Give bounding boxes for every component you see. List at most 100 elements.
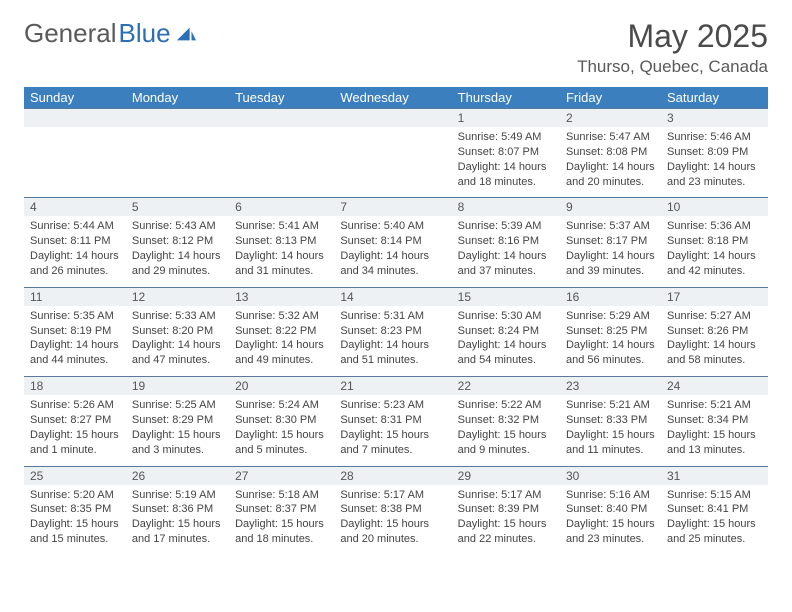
sunset-text: Sunset: 8:26 PM xyxy=(667,324,762,339)
sunset-text: Sunset: 8:31 PM xyxy=(340,413,445,428)
day-detail: Sunrise: 5:30 AMSunset: 8:24 PMDaylight:… xyxy=(452,306,560,377)
sunset-text: Sunset: 8:39 PM xyxy=(458,502,554,517)
sunset-text: Sunset: 8:23 PM xyxy=(340,324,445,339)
sunset-text: Sunset: 8:11 PM xyxy=(30,234,120,249)
month-title: May 2025 xyxy=(577,18,768,55)
day-detail: Sunrise: 5:17 AMSunset: 8:39 PMDaylight:… xyxy=(452,485,560,555)
sunrise-text: Sunrise: 5:21 AM xyxy=(566,398,655,413)
day-detail: Sunrise: 5:37 AMSunset: 8:17 PMDaylight:… xyxy=(560,216,661,287)
day-detail: Sunrise: 5:39 AMSunset: 8:16 PMDaylight:… xyxy=(452,216,560,287)
daynum-row: 123 xyxy=(24,109,768,128)
sunset-text: Sunset: 8:30 PM xyxy=(235,413,328,428)
day-number: 21 xyxy=(334,377,451,396)
sunrise-text: Sunrise: 5:37 AM xyxy=(566,219,655,234)
sunrise-text: Sunrise: 5:17 AM xyxy=(458,488,554,503)
day-detail: Sunrise: 5:21 AMSunset: 8:34 PMDaylight:… xyxy=(661,395,768,466)
sunrise-text: Sunrise: 5:29 AM xyxy=(566,309,655,324)
day-number: 8 xyxy=(452,198,560,217)
day-detail: Sunrise: 5:20 AMSunset: 8:35 PMDaylight:… xyxy=(24,485,126,555)
sail-icon xyxy=(175,25,197,43)
daylight-text: Daylight: 15 hours and 22 minutes. xyxy=(458,517,554,547)
daylight-text: Daylight: 14 hours and 29 minutes. xyxy=(132,249,223,279)
daylight-text: Daylight: 15 hours and 3 minutes. xyxy=(132,428,223,458)
day-detail: Sunrise: 5:44 AMSunset: 8:11 PMDaylight:… xyxy=(24,216,126,287)
day-detail: Sunrise: 5:36 AMSunset: 8:18 PMDaylight:… xyxy=(661,216,768,287)
title-block: May 2025 Thurso, Quebec, Canada xyxy=(577,18,768,77)
daylight-text: Daylight: 14 hours and 37 minutes. xyxy=(458,249,554,279)
daylight-text: Daylight: 14 hours and 42 minutes. xyxy=(667,249,762,279)
sunset-text: Sunset: 8:07 PM xyxy=(458,145,554,160)
sunset-text: Sunset: 8:18 PM xyxy=(667,234,762,249)
weekday-header: Monday xyxy=(126,87,229,109)
sunrise-text: Sunrise: 5:44 AM xyxy=(30,219,120,234)
day-detail: Sunrise: 5:46 AMSunset: 8:09 PMDaylight:… xyxy=(661,127,768,198)
sunset-text: Sunset: 8:35 PM xyxy=(30,502,120,517)
daylight-text: Daylight: 14 hours and 51 minutes. xyxy=(340,338,445,368)
sunset-text: Sunset: 8:09 PM xyxy=(667,145,762,160)
daynum-row: 18192021222324 xyxy=(24,377,768,396)
sunrise-text: Sunrise: 5:31 AM xyxy=(340,309,445,324)
weekday-header: Tuesday xyxy=(229,87,334,109)
sunrise-text: Sunrise: 5:26 AM xyxy=(30,398,120,413)
daylight-text: Daylight: 15 hours and 20 minutes. xyxy=(340,517,445,547)
day-detail: Sunrise: 5:21 AMSunset: 8:33 PMDaylight:… xyxy=(560,395,661,466)
sunset-text: Sunset: 8:40 PM xyxy=(566,502,655,517)
day-detail xyxy=(334,127,451,198)
day-number: 23 xyxy=(560,377,661,396)
sunrise-text: Sunrise: 5:46 AM xyxy=(667,130,762,145)
day-detail: Sunrise: 5:23 AMSunset: 8:31 PMDaylight:… xyxy=(334,395,451,466)
day-detail: Sunrise: 5:25 AMSunset: 8:29 PMDaylight:… xyxy=(126,395,229,466)
daylight-text: Daylight: 14 hours and 54 minutes. xyxy=(458,338,554,368)
weekday-header: Sunday xyxy=(24,87,126,109)
sunrise-text: Sunrise: 5:47 AM xyxy=(566,130,655,145)
daylight-text: Daylight: 14 hours and 20 minutes. xyxy=(566,160,655,190)
day-detail: Sunrise: 5:27 AMSunset: 8:26 PMDaylight:… xyxy=(661,306,768,377)
day-number: 31 xyxy=(661,466,768,485)
day-detail xyxy=(126,127,229,198)
day-detail: Sunrise: 5:41 AMSunset: 8:13 PMDaylight:… xyxy=(229,216,334,287)
day-number: 22 xyxy=(452,377,560,396)
day-number: 12 xyxy=(126,287,229,306)
sunrise-text: Sunrise: 5:27 AM xyxy=(667,309,762,324)
day-number: 6 xyxy=(229,198,334,217)
day-number: 19 xyxy=(126,377,229,396)
day-number xyxy=(229,109,334,128)
detail-row: Sunrise: 5:44 AMSunset: 8:11 PM Daylight:… xyxy=(24,216,768,287)
sunrise-text: Sunrise: 5:35 AM xyxy=(30,309,120,324)
sunrise-text: Sunrise: 5:24 AM xyxy=(235,398,328,413)
day-detail: Sunrise: 5:33 AMSunset: 8:20 PMDaylight:… xyxy=(126,306,229,377)
day-number: 2 xyxy=(560,109,661,128)
daylight-text: Daylight: 15 hours and 17 minutes. xyxy=(132,517,223,547)
detail-row: Sunrise: 5:26 AMSunset: 8:27 PM Daylight:… xyxy=(24,395,768,466)
sunset-text: Sunset: 8:20 PM xyxy=(132,324,223,339)
sunset-text: Sunset: 8:27 PM xyxy=(30,413,120,428)
day-detail: Sunrise: 5:43 AMSunset: 8:12 PMDaylight:… xyxy=(126,216,229,287)
day-number: 4 xyxy=(24,198,126,217)
detail-row: Sunrise: 5:35 AMSunset: 8:19 PMDaylight:… xyxy=(24,306,768,377)
sunrise-text: Sunrise: 5:36 AM xyxy=(667,219,762,234)
daylight-text: Daylight: 14 hours and 58 minutes. xyxy=(667,338,762,368)
day-number: 28 xyxy=(334,466,451,485)
day-number: 30 xyxy=(560,466,661,485)
day-number xyxy=(126,109,229,128)
sunrise-text: Sunrise: 5:15 AM xyxy=(667,488,762,503)
sunset-text: Sunset: 8:29 PM xyxy=(132,413,223,428)
daylight-text: Daylight: 15 hours and 11 minutes. xyxy=(566,428,655,458)
sunrise-text: Sunrise: 5:30 AM xyxy=(458,309,554,324)
day-number: 29 xyxy=(452,466,560,485)
sunset-text: Sunset: 8:32 PM xyxy=(458,413,554,428)
sunrise-text: Sunrise: 5:43 AM xyxy=(132,219,223,234)
weekday-header: Saturday xyxy=(661,87,768,109)
day-number: 14 xyxy=(334,287,451,306)
daylight-text: Daylight: 15 hours and 23 minutes. xyxy=(566,517,655,547)
sunrise-text: Sunrise: 5:41 AM xyxy=(235,219,328,234)
sunset-text: Sunset: 8:08 PM xyxy=(566,145,655,160)
sunset-text: Sunset: 8:12 PM xyxy=(132,234,223,249)
daylight-text: Daylight: 14 hours and 47 minutes. xyxy=(132,338,223,368)
daylight-text: Daylight: 14 hours and 34 minutes. xyxy=(340,249,445,279)
sunrise-text: Sunrise: 5:32 AM xyxy=(235,309,328,324)
sunrise-text: Sunrise: 5:23 AM xyxy=(340,398,445,413)
daylight-text: Daylight: 15 hours and 18 minutes. xyxy=(235,517,328,547)
sunset-text: Sunset: 8:38 PM xyxy=(340,502,445,517)
daylight-text: Daylight: 15 hours and 7 minutes. xyxy=(340,428,445,458)
